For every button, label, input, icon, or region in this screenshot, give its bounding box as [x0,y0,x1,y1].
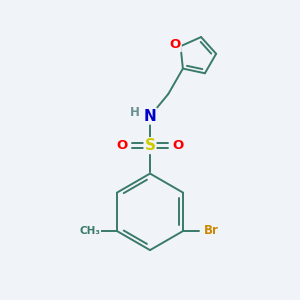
Text: O: O [117,139,128,152]
Text: O: O [169,38,181,51]
Text: CH₃: CH₃ [79,226,100,236]
Text: N: N [144,109,156,124]
Text: S: S [145,138,155,153]
Text: O: O [172,139,183,152]
Text: H: H [130,106,140,119]
Text: Br: Br [204,224,219,238]
